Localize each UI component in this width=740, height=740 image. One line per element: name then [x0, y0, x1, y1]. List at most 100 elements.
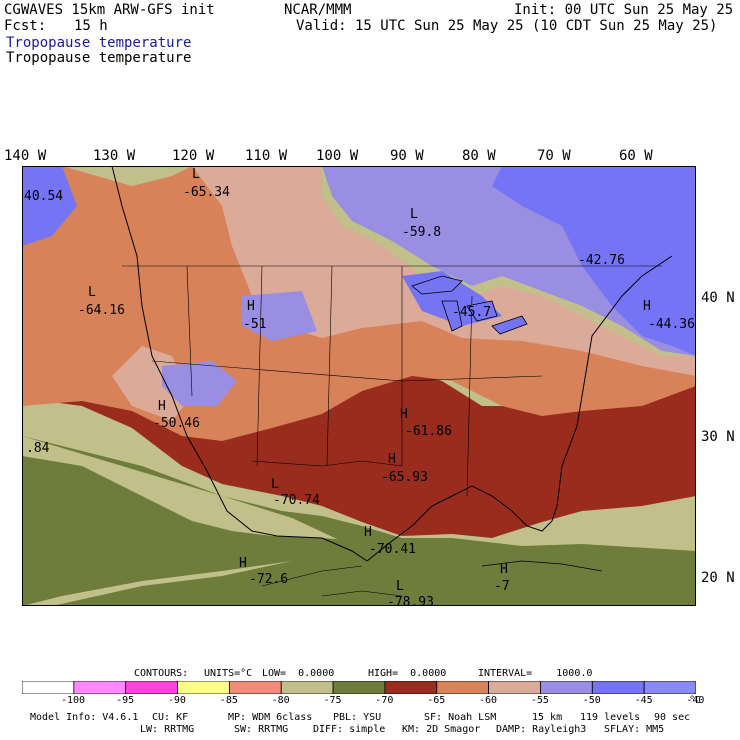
timestep: 90 sec [654, 712, 691, 723]
lon-label: 140 W [4, 148, 47, 164]
legend-swatch [125, 681, 178, 694]
legend-tick-label: -65 [427, 695, 446, 706]
mp-scheme: MP: WDM 6class [228, 712, 313, 723]
legend-swatch [540, 681, 593, 694]
model-title: CGWAVES 15km ARW-GFS init [4, 2, 215, 18]
km-scheme: KM: 2D Smagor [402, 724, 481, 735]
forecast-hour: 15 h [74, 18, 108, 34]
map-value: .84 [26, 441, 50, 456]
map-high-marker: H [158, 399, 166, 414]
map-high-marker: H [400, 407, 408, 422]
legend-tick-label: -90 [167, 695, 186, 706]
legend-swatch [436, 681, 490, 694]
init-time: Init: 00 UTC Sun 25 May 25 [514, 2, 734, 18]
map-value: 40.54 [24, 189, 64, 204]
diff-scheme: DIFF: simple [313, 724, 386, 735]
legend-swatch [228, 681, 282, 694]
lon-label: 80 W [462, 148, 496, 164]
legend-tick-label: -40 [686, 695, 705, 706]
lon-label: 70 W [537, 148, 571, 164]
legend-tick-label: -80 [271, 695, 290, 706]
color-legend [22, 681, 696, 694]
legend-swatch [384, 681, 438, 694]
map-value: -44.36 [648, 317, 695, 332]
lon-label: 120 W [172, 148, 215, 164]
legend-tick-label: -45 [634, 695, 653, 706]
units-label: UNITS=°C [204, 668, 253, 679]
legend-tick-label: -70 [375, 695, 394, 706]
legend-swatch [643, 681, 696, 694]
legend-tick-label: -85 [219, 695, 238, 706]
map-value: -65.93 [381, 470, 428, 485]
lon-label: 110 W [245, 148, 288, 164]
levels: 119 levels [580, 712, 641, 723]
map-high-marker: H [388, 452, 396, 467]
map-low-marker: L [192, 167, 200, 182]
legend-swatch [332, 681, 386, 694]
legend-tick-label: -55 [530, 695, 549, 706]
legend-tick-label: -60 [479, 695, 498, 706]
legend-swatch [591, 681, 645, 694]
legend-tick-label: -95 [116, 695, 135, 706]
valid-time: Valid: 15 UTC Sun 25 May 25 (10 CDT Sun … [296, 18, 718, 34]
map-value: -45.7 [452, 305, 492, 320]
legend-unit: °C [689, 695, 702, 706]
lon-label: 100 W [316, 148, 359, 164]
map-value: -42.76 [578, 253, 625, 268]
shade-green-west [22, 456, 392, 606]
map-high-marker: H [643, 299, 651, 314]
map-value: -7 [494, 579, 510, 594]
legend-tick-label: -100 [61, 695, 86, 706]
shade-green [22, 436, 696, 606]
map-value: -72.6 [249, 572, 289, 587]
high-value: HIGH= 0.0000 [368, 668, 447, 679]
pbl-scheme: PBL: YSU [333, 712, 382, 723]
contours-label: CONTOURS: [134, 668, 189, 679]
forecast-label: Fcst: [4, 18, 47, 34]
map-high-marker: H [239, 556, 247, 571]
tropopause-temperature-map [22, 166, 696, 606]
sflay-scheme: SFLAY: MM5 [604, 724, 665, 735]
legend-swatch [177, 681, 230, 694]
map-high-marker: H [247, 299, 255, 314]
lat-label: 40 N [701, 290, 735, 306]
legend-swatch [280, 681, 334, 694]
legend-swatch [488, 681, 541, 694]
model-info: Model Info: V4.6.1 [30, 712, 139, 723]
map-value: -51 [243, 317, 267, 332]
low-value: LOW= 0.0000 [262, 668, 335, 679]
cu-scheme: CU: KF [152, 712, 189, 723]
damp-scheme: DAMP: Rayleigh3 [496, 724, 587, 735]
map-value: -78.93 [387, 595, 434, 610]
shade-pink [112, 166, 696, 421]
map-low-marker: L [410, 207, 418, 222]
lat-label: 20 N [701, 570, 735, 586]
lon-label: 130 W [93, 148, 136, 164]
field-title-primary: Tropopause temperature [6, 35, 192, 51]
map-value: -64.16 [78, 303, 125, 318]
map-low-marker: L [271, 477, 279, 492]
map-value: -50.46 [153, 416, 200, 431]
map-value: -61.86 [405, 424, 452, 439]
field-title-secondary: Tropopause temperature [6, 50, 192, 66]
map-value: -70.41 [369, 542, 416, 557]
legend-swatch [22, 681, 75, 694]
interval-value: INTERVAL= 1000.0 [478, 668, 593, 679]
legend-tick-label: -50 [582, 695, 601, 706]
great-lakes [411, 275, 528, 335]
lat-label: 30 N [701, 429, 735, 445]
center-name: NCAR/MMM [284, 2, 352, 18]
map-low-marker: L [88, 285, 96, 300]
coastlines [111, 166, 673, 597]
sw-scheme: SW: RRTMG [234, 724, 289, 735]
sf-scheme: SF: Noah LSM [424, 712, 497, 723]
lon-label: 90 W [390, 148, 424, 164]
map-value: -59.8 [402, 225, 442, 240]
lw-scheme: LW: RRTMG [140, 724, 195, 735]
map-high-marker: H [364, 525, 372, 540]
map-high-marker: H [500, 562, 508, 577]
lon-label: 60 W [619, 148, 653, 164]
map-low-marker: L [396, 579, 404, 594]
map-value: -65.34 [183, 185, 230, 200]
shade-blue [22, 166, 696, 356]
